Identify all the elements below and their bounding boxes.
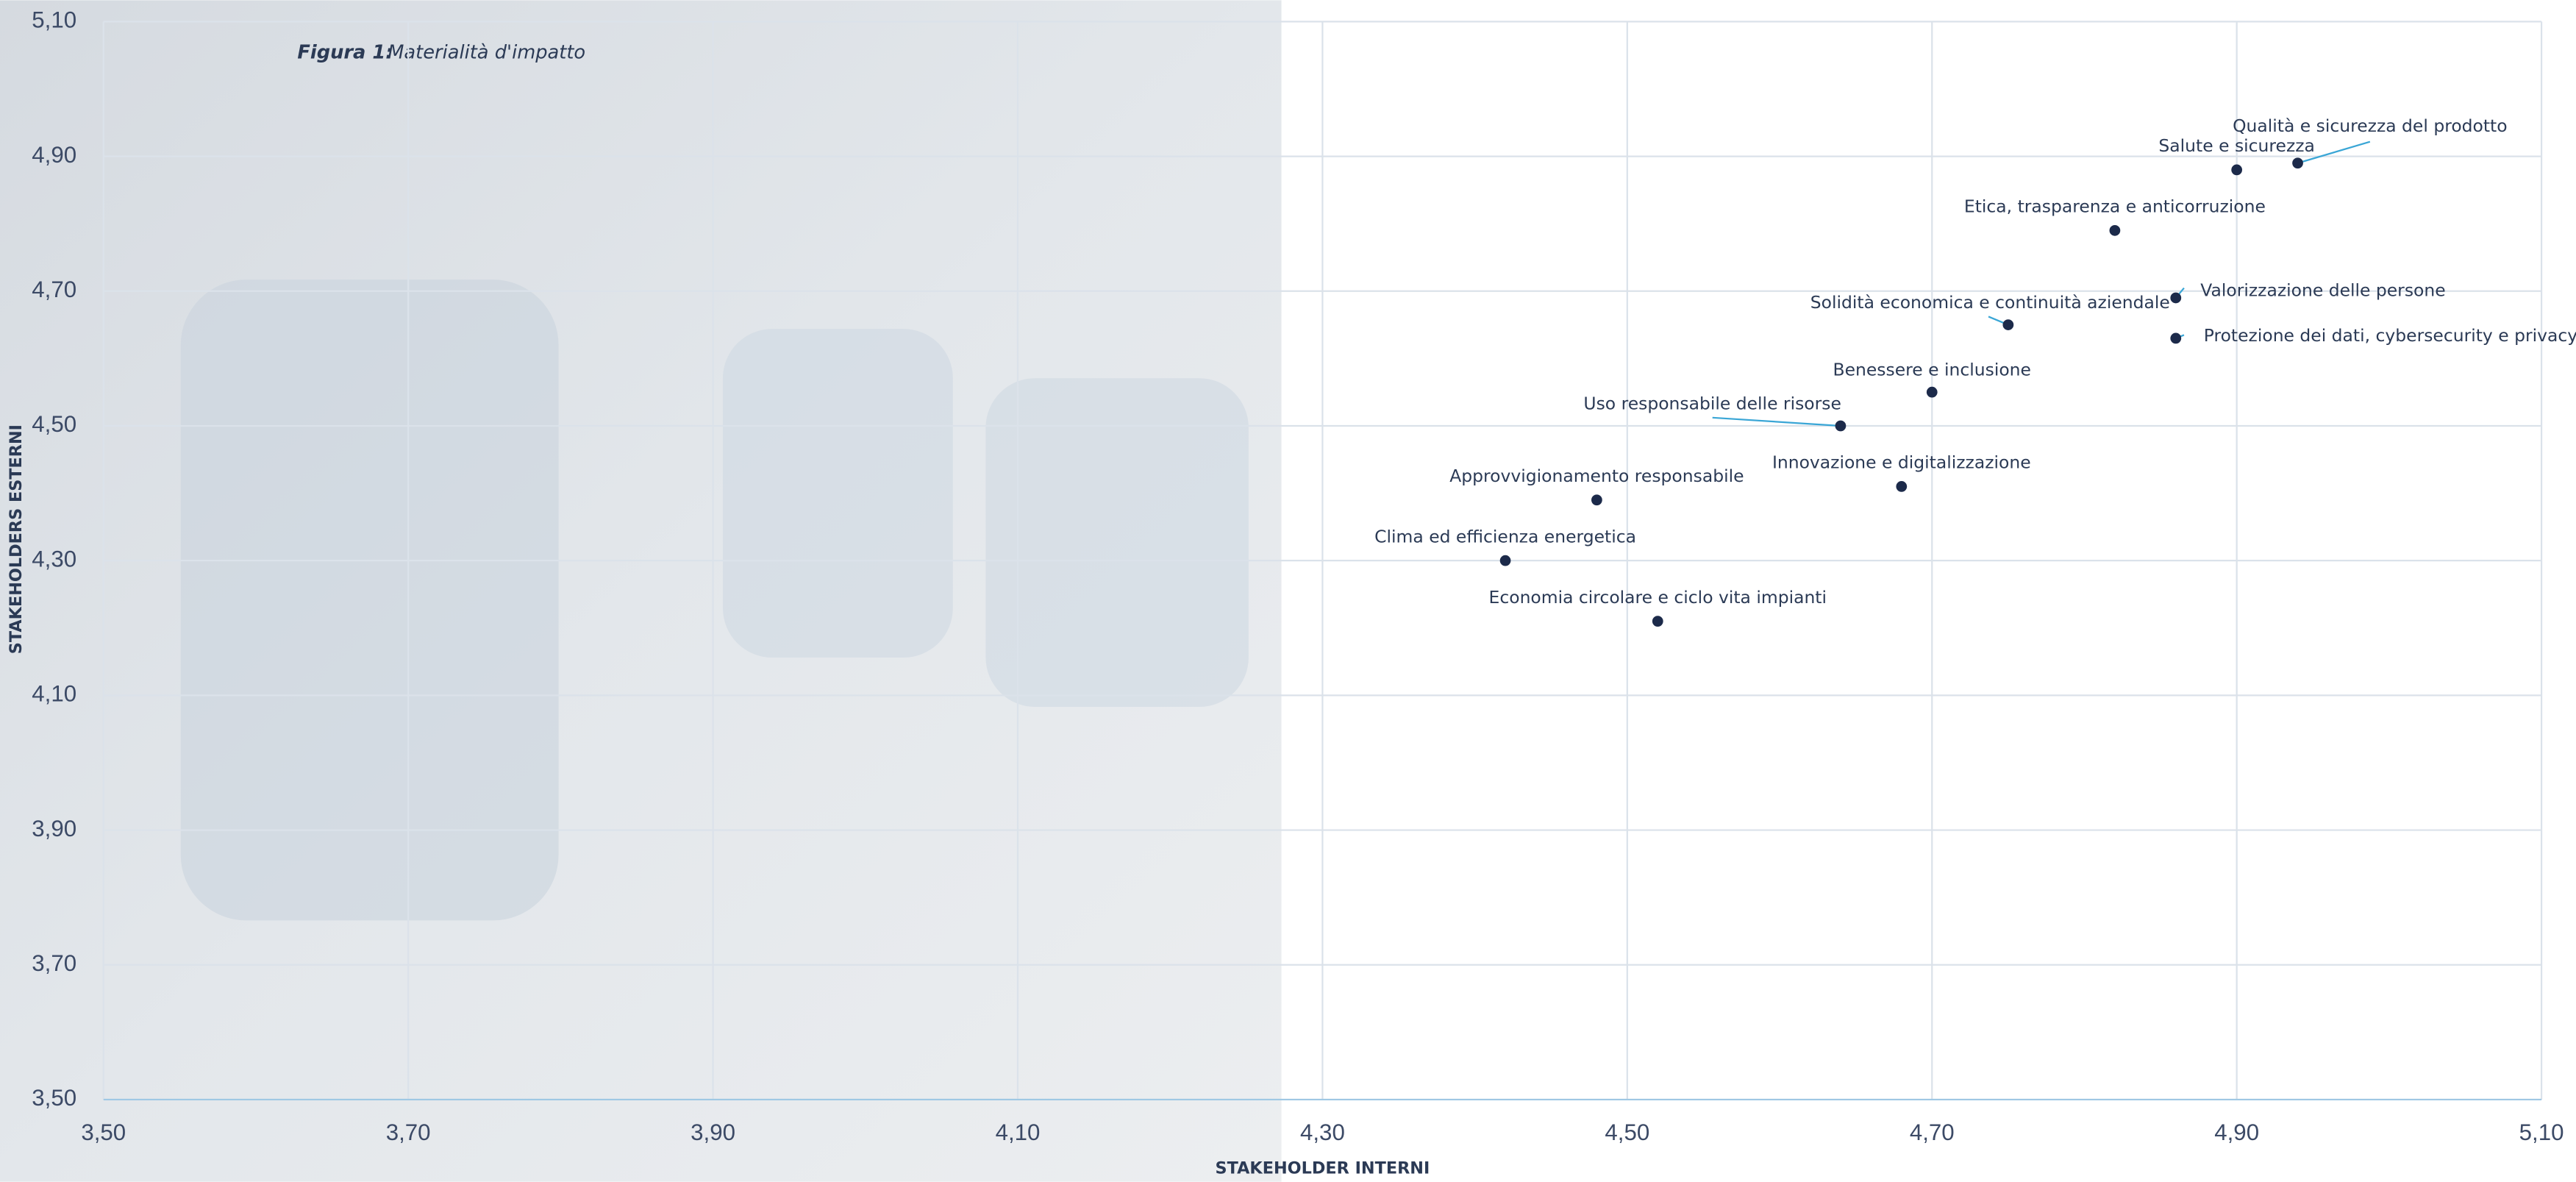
point-label: Innovazione e digitalizzazione xyxy=(1772,452,2031,473)
y-tick-label: 5,10 xyxy=(32,7,76,33)
point-label: Solidità economica e continuità aziendal… xyxy=(1810,292,2170,313)
x-tick-label: 3,70 xyxy=(386,1119,431,1145)
data-point xyxy=(2231,164,2243,176)
data-point xyxy=(2109,224,2121,236)
x-tick-label: 4,90 xyxy=(2214,1119,2259,1145)
data-point xyxy=(2170,292,2182,304)
chart-title: Materialità d'impatto xyxy=(388,41,585,63)
point-label: Uso responsabile delle risorse xyxy=(1583,393,1841,413)
data-point xyxy=(1896,481,1908,492)
point-label: Clima ed efficienza energetica xyxy=(1374,526,1636,547)
y-tick-label: 3,50 xyxy=(32,1085,76,1111)
x-tick-label: 5,10 xyxy=(2519,1119,2564,1145)
x-tick-label: 3,50 xyxy=(81,1119,126,1145)
leader-line xyxy=(1712,416,1841,427)
data-point xyxy=(1926,386,1938,398)
point-label: Valorizzazione delle persone xyxy=(2200,280,2445,301)
x-tick-label: 3,90 xyxy=(691,1119,735,1145)
data-point xyxy=(1652,616,1663,627)
point-label: Etica, trasparenza e anticorruzione xyxy=(1964,196,2266,217)
data-point xyxy=(1591,494,1602,506)
data-point xyxy=(2292,157,2303,169)
point-label: Economia circolare e ciclo vita impianti xyxy=(1489,587,1827,608)
y-tick-label: 4,90 xyxy=(32,142,76,168)
x-axis-label: STAKEHOLDER INTERNI xyxy=(1216,1158,1430,1178)
photo-figure xyxy=(180,280,559,921)
y-tick-label: 4,70 xyxy=(32,277,76,302)
x-tick-label: 4,70 xyxy=(1910,1119,1955,1145)
point-label: Protezione dei dati, cybersecurity e pri… xyxy=(2204,325,2576,346)
point-label: Benessere e inclusione xyxy=(1833,360,2031,380)
y-tick-label: 4,30 xyxy=(32,546,76,572)
y-tick-label: 3,90 xyxy=(32,816,76,841)
y-tick-label: 4,10 xyxy=(32,681,76,707)
data-point xyxy=(2002,319,2014,330)
leader-line xyxy=(2297,140,2371,164)
figure-label: Figura 1: xyxy=(297,41,393,63)
y-axis-label: STAKEHOLDERS ESTERNI xyxy=(7,424,26,654)
data-point xyxy=(1835,420,1847,432)
photo-figure xyxy=(722,329,953,658)
point-label: Approvvigionamento responsabile xyxy=(1449,466,1744,486)
data-point xyxy=(2170,332,2182,344)
x-tick-label: 4,10 xyxy=(996,1119,1041,1145)
data-point xyxy=(1499,555,1511,566)
photo-figure xyxy=(985,378,1249,708)
point-label: Qualità e sicurezza del prodotto xyxy=(2233,115,2508,136)
y-tick-label: 3,70 xyxy=(32,950,76,976)
point-label: Salute e sicurezza xyxy=(2158,135,2315,156)
x-tick-label: 4,50 xyxy=(1605,1119,1649,1145)
x-tick-label: 4,30 xyxy=(1300,1119,1345,1145)
y-tick-label: 4,50 xyxy=(32,411,76,437)
